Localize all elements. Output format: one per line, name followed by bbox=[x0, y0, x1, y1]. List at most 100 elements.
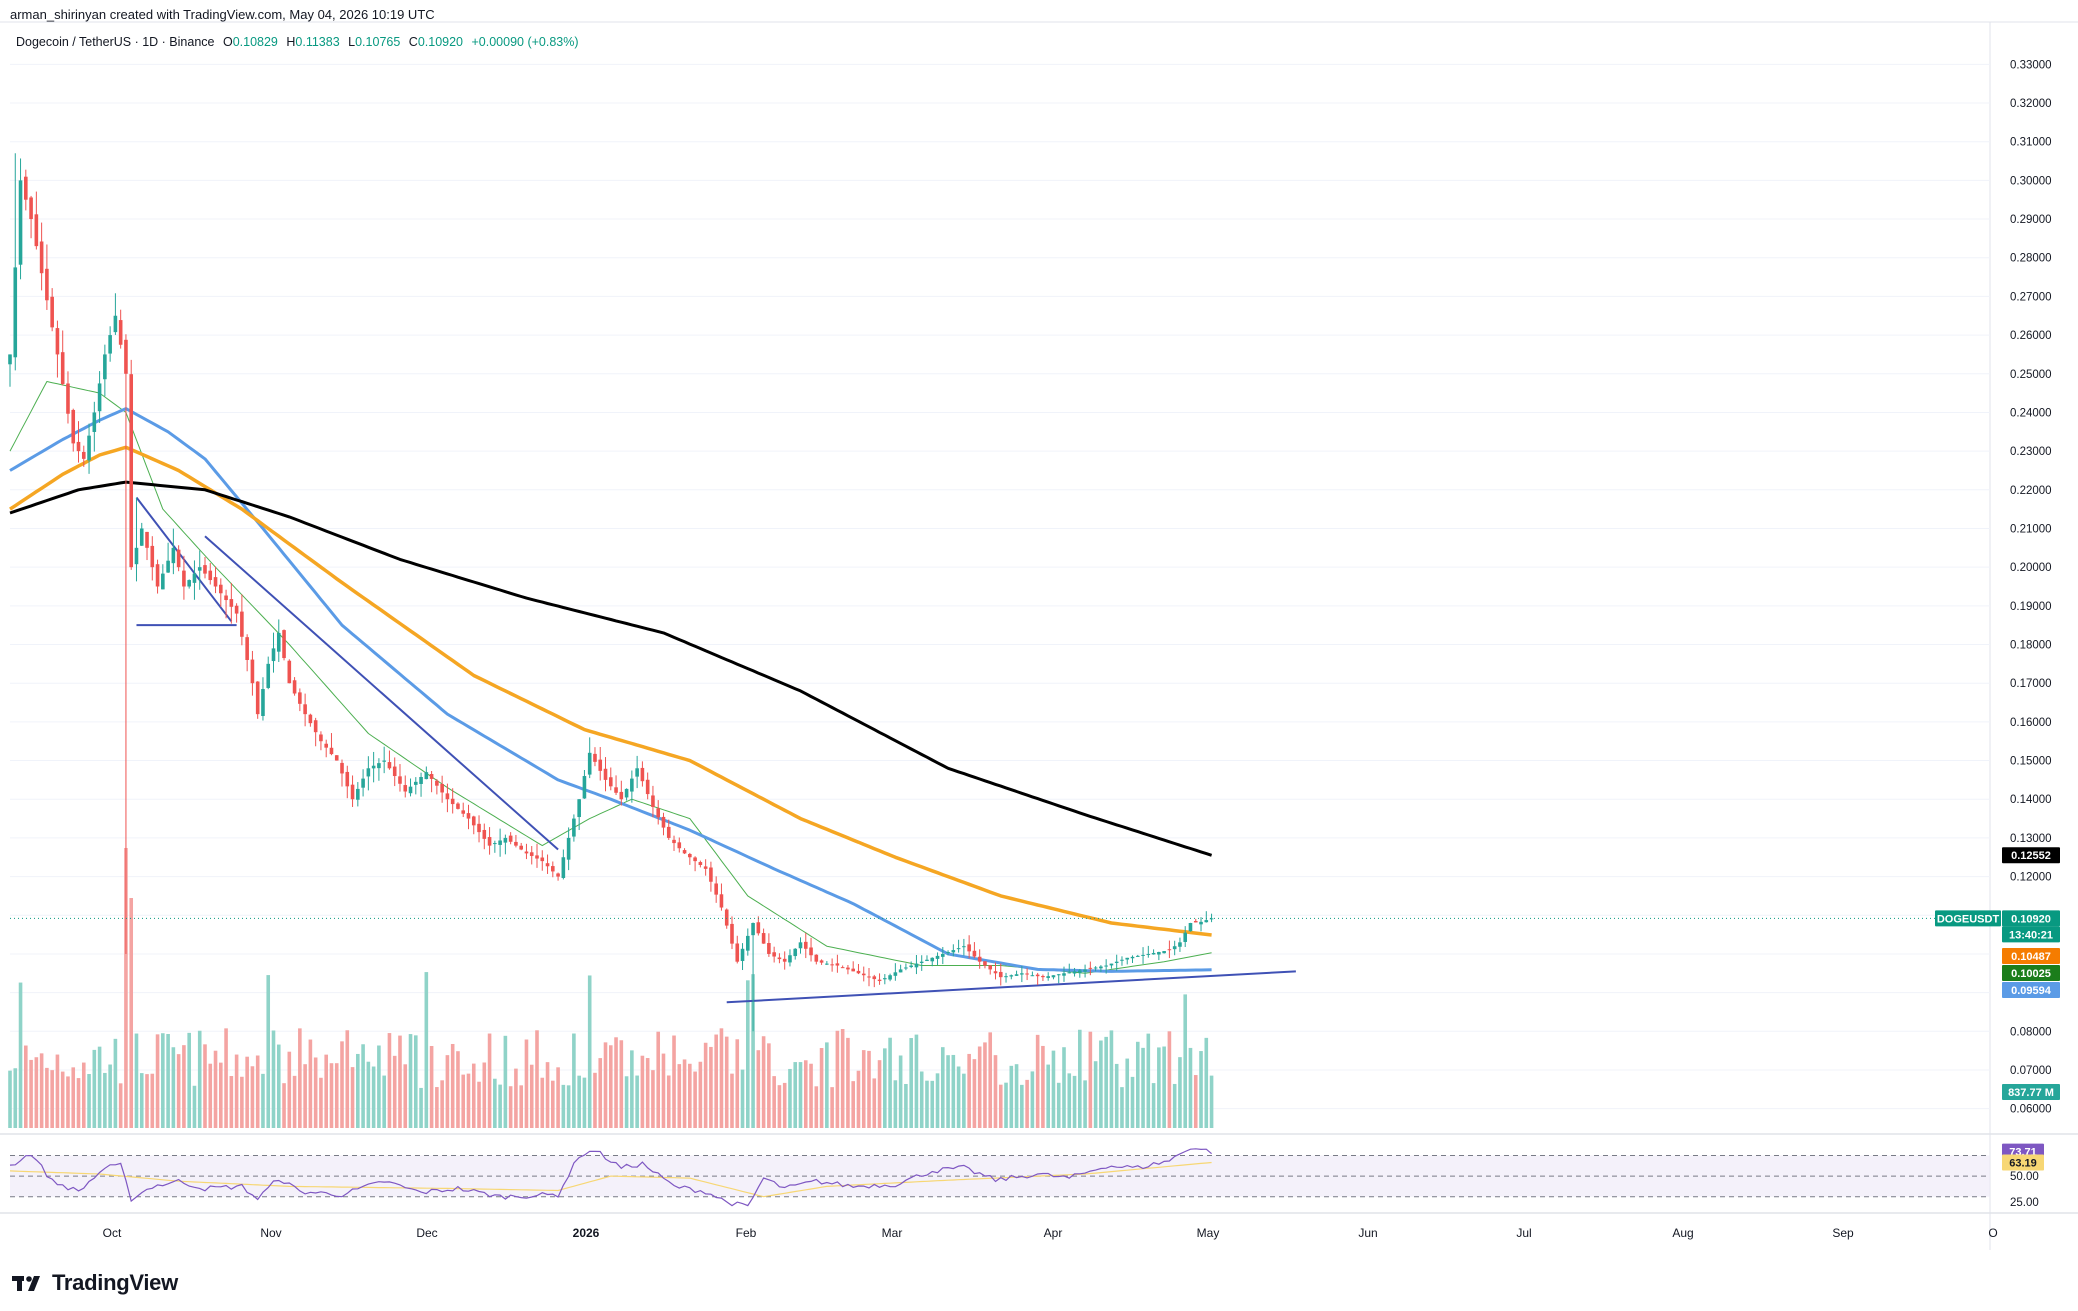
candle-body bbox=[1030, 975, 1035, 977]
volume-bar bbox=[614, 1037, 618, 1128]
candle-body bbox=[1120, 959, 1124, 961]
time-axis[interactable]: Oct Nov Dec 2026 Feb Mar Apr May Jun Jul Aug Sep O bbox=[103, 1226, 1998, 1240]
volume-bar bbox=[208, 1063, 213, 1128]
candle-body bbox=[1014, 974, 1019, 976]
volume-bar bbox=[456, 1051, 460, 1128]
volume-bar bbox=[624, 1076, 629, 1128]
volume-bar bbox=[224, 1028, 228, 1128]
symbol-title[interactable]: Dogecoin / TetherUS · 1D · Binance bbox=[16, 35, 215, 49]
volume-bar bbox=[482, 1062, 487, 1128]
candle-body bbox=[371, 765, 376, 769]
volume-bar bbox=[87, 1074, 91, 1128]
price-axis-tick: 0.17000 bbox=[2010, 678, 2052, 690]
candle-body bbox=[261, 688, 265, 717]
candle-body bbox=[624, 788, 629, 798]
volume-bar bbox=[746, 980, 750, 1128]
volume-bar bbox=[935, 1073, 940, 1128]
price-axis[interactable]: 50.00 25.00 0.33000 0.32000 0.31000 0.30000 0.… bbox=[2010, 59, 2052, 1209]
volume-bar bbox=[840, 1029, 845, 1128]
volume-bar bbox=[561, 1084, 566, 1128]
price-axis-tick: 0.13000 bbox=[2010, 833, 2052, 845]
candle-body bbox=[419, 776, 423, 784]
tradingview-logo[interactable]: TradingView bbox=[12, 1270, 178, 1296]
close-label: C bbox=[408, 35, 418, 49]
volume-bar bbox=[1114, 1063, 1119, 1128]
volume-bar bbox=[413, 1035, 418, 1128]
price-axis-tick: 0.21000 bbox=[2010, 523, 2052, 535]
candle-body bbox=[851, 968, 855, 972]
volume-bar bbox=[819, 1048, 824, 1128]
volume-bar bbox=[392, 1055, 397, 1128]
candle-body bbox=[176, 549, 181, 568]
volume-bar bbox=[1193, 1075, 1198, 1128]
candle-body bbox=[677, 842, 682, 849]
volume-bar bbox=[551, 1080, 555, 1128]
candle-body bbox=[1078, 970, 1082, 974]
candle-body bbox=[450, 798, 455, 805]
volume-bar bbox=[777, 1085, 782, 1128]
candle-body bbox=[529, 852, 534, 856]
volume-bar bbox=[361, 1044, 365, 1128]
time-axis-label: Oct bbox=[103, 1226, 122, 1240]
volume-bar bbox=[387, 1033, 392, 1128]
candle-body bbox=[1025, 973, 1029, 975]
volume-bar bbox=[276, 1044, 281, 1128]
candle-body bbox=[187, 580, 191, 587]
volume-bar bbox=[498, 1084, 502, 1128]
candle-body bbox=[329, 747, 334, 755]
price-label-text: 0.10920 bbox=[2011, 913, 2051, 925]
candle-body bbox=[124, 339, 128, 374]
trendlines[interactable] bbox=[135, 496, 1296, 1004]
candle-body bbox=[129, 374, 134, 568]
rsi-label-text: 63.19 bbox=[2009, 1157, 2037, 1169]
candle-body bbox=[983, 961, 987, 966]
high-value: 0.11383 bbox=[295, 35, 340, 49]
candle-body bbox=[883, 978, 887, 980]
candle-body bbox=[287, 660, 292, 684]
candle-body bbox=[145, 531, 149, 548]
candle-body bbox=[666, 826, 671, 838]
candle-body bbox=[777, 957, 782, 960]
candle-body bbox=[139, 528, 144, 546]
volume-bar bbox=[919, 1071, 924, 1128]
volume-bar bbox=[319, 1077, 323, 1128]
price-axis-tick: 0.20000 bbox=[2010, 562, 2052, 574]
candle-body bbox=[103, 354, 107, 380]
candle-body bbox=[81, 451, 86, 459]
candle-body bbox=[324, 743, 328, 748]
volume-bar bbox=[329, 1063, 334, 1128]
rsi-ma-line bbox=[9, 1161, 1212, 1198]
candle-body bbox=[361, 778, 365, 788]
volume-bar bbox=[76, 1078, 81, 1128]
candle-body bbox=[456, 803, 460, 809]
volume-bar bbox=[50, 1070, 54, 1128]
volume-bar bbox=[656, 1031, 661, 1128]
candle-body bbox=[482, 829, 487, 839]
volume-bar bbox=[134, 1033, 139, 1128]
candle-body bbox=[619, 791, 624, 800]
volume-bar bbox=[608, 1045, 613, 1128]
candle-body bbox=[13, 267, 18, 358]
time-axis-label: Jul bbox=[1516, 1226, 1531, 1240]
price-label-box bbox=[2002, 910, 2060, 927]
price-axis-tick: 0.30000 bbox=[2010, 175, 2052, 187]
candle-body bbox=[788, 955, 792, 963]
candle-body bbox=[150, 545, 155, 568]
candle-body bbox=[1193, 920, 1198, 923]
price-axis-tick: 0.22000 bbox=[2010, 485, 2052, 497]
volume-bar bbox=[1004, 1082, 1008, 1128]
candle-body bbox=[440, 783, 444, 793]
volume-bar bbox=[356, 1053, 360, 1128]
volume-bar bbox=[29, 1059, 33, 1128]
price-label-text: 13:40:21 bbox=[2009, 929, 2053, 941]
price-label-box bbox=[2002, 982, 2060, 998]
volume-bar bbox=[139, 1073, 144, 1128]
volume-bar bbox=[124, 848, 128, 1128]
volume-bar bbox=[593, 1072, 597, 1128]
volume-bar bbox=[129, 898, 134, 1128]
price-axis-tick: 0.24000 bbox=[2010, 407, 2052, 419]
candle-body bbox=[424, 772, 429, 780]
candle-body bbox=[219, 584, 223, 594]
price-axis-tick: 0.32000 bbox=[2010, 98, 2052, 110]
